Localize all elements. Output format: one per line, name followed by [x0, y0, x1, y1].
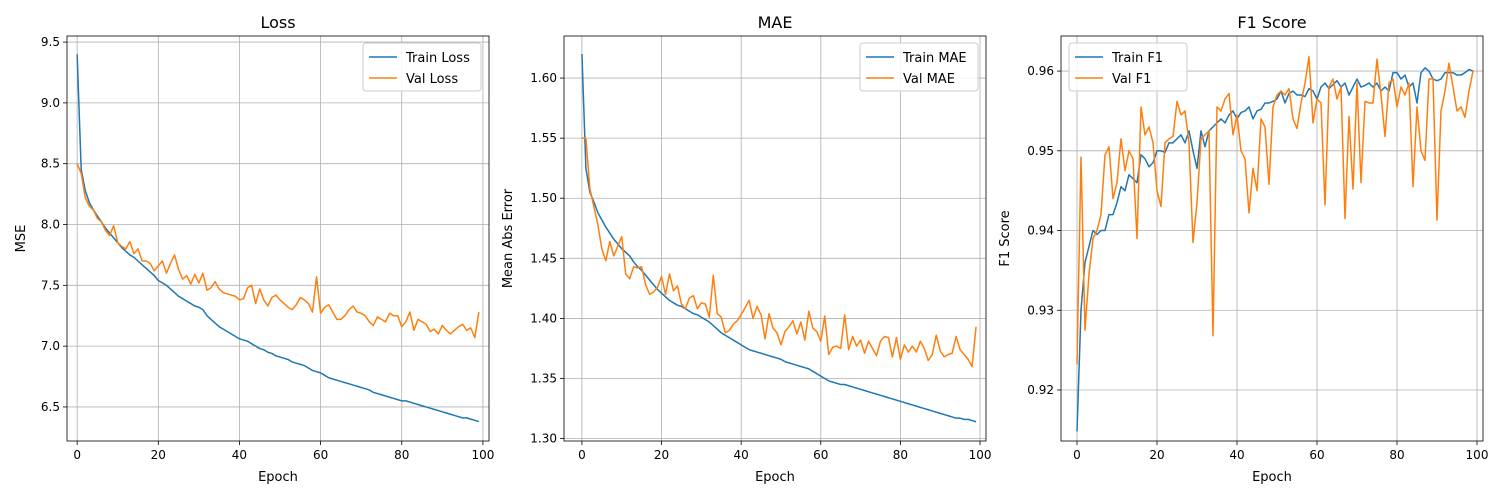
series-line-val-loss [76, 163, 480, 339]
x-tick-label: 60 [813, 448, 828, 462]
legend: Train F1 Val F1 [1068, 42, 1188, 92]
y-tick-label: 8.5 [41, 157, 60, 171]
y-tick-label: 1.40 [530, 311, 557, 325]
y-tick-label: 1.35 [530, 372, 557, 386]
x-tick-label: 100 [1466, 448, 1489, 462]
x-tick-label: 60 [1309, 448, 1324, 462]
axes-frame [1060, 35, 1484, 442]
x-tick-label: 20 [654, 448, 669, 462]
x-tick-label: 80 [893, 448, 908, 462]
x-axis-label: Epoch [258, 470, 298, 485]
y-tick-label: 7.5 [41, 278, 60, 292]
y-tick-label: 0.94 [1027, 224, 1054, 238]
y-tick-label: 0.93 [1027, 303, 1054, 317]
chart-panel-3: 0 20 40 60 80 100 0.92 0.93 0.94 0.95 0.96 F1 Score… [998, 13, 1488, 485]
chart-title: F1 Score [1237, 13, 1306, 32]
x-tick-label: 80 [1389, 448, 1404, 462]
x-axis-label: Epoch [755, 470, 795, 485]
x-tick-label: 0 [1073, 448, 1081, 462]
plot-area [1061, 36, 1483, 441]
series-line-train-mae [581, 54, 977, 423]
x-tick-label: 100 [471, 448, 494, 462]
y-tick-label: 1.60 [530, 71, 557, 85]
y-axis-label: F1 Score [998, 210, 1013, 266]
y-axis-label: MSE [14, 225, 29, 253]
x-tick-label: 20 [1149, 448, 1164, 462]
legend-label: Val F1 [1112, 72, 1151, 87]
y-tick-label: 6.5 [41, 400, 60, 414]
plot-area [67, 36, 489, 441]
y-tick-label: 9.0 [41, 96, 60, 110]
y-tick-label: 1.50 [530, 191, 557, 205]
x-tick-label: 80 [394, 448, 409, 462]
legend-box [1068, 42, 1188, 92]
plot-area [564, 36, 986, 441]
x-tick-label: 20 [151, 448, 166, 462]
x-tick-label: 60 [313, 448, 328, 462]
y-tick-label: 8.0 [41, 218, 60, 232]
chart-panel-2: 0 20 40 60 80 100 1.30 1.35 1.40 1.45 1.50 1.55 1.60… [501, 13, 991, 485]
legend: Train Loss Val Loss [362, 42, 482, 92]
x-tick-label: 40 [1229, 448, 1244, 462]
y-tick-label: 0.92 [1027, 383, 1054, 397]
y-tick-label: 1.45 [530, 251, 557, 265]
x-tick-label: 0 [73, 448, 81, 462]
axes-frame [66, 35, 490, 442]
x-axis-label: Epoch [1252, 470, 1292, 485]
legend-box [362, 42, 482, 92]
axes-frame [563, 35, 987, 442]
y-tick-label: 0.95 [1027, 144, 1054, 158]
chart-title: Loss [260, 13, 295, 32]
y-tick-label: 7.0 [41, 339, 60, 353]
x-tick-label: 100 [969, 448, 992, 462]
y-tick-label: 9.5 [41, 35, 60, 49]
y-axis-label: Mean Abs Error [501, 188, 516, 288]
x-tick-label: 0 [578, 448, 586, 462]
legend: Train MAE Val MAE [859, 42, 979, 92]
legend-label: Val Loss [406, 72, 458, 87]
y-tick-label: 1.55 [530, 131, 557, 145]
legend-box [859, 42, 979, 92]
legend-label: Train F1 [1111, 51, 1163, 66]
legend-label: Val MAE [903, 72, 955, 87]
series-line-val-mae [581, 137, 977, 368]
x-tick-label: 40 [232, 448, 247, 462]
legend-label: Train Loss [405, 51, 470, 66]
y-tick-label: 0.96 [1027, 64, 1054, 78]
chart-title: MAE [758, 13, 793, 32]
chart-panel-1: 0 20 40 60 80 100 6.5 7.0 7.5 8.0 8.5 9.0 9.5 Loss Epo… [14, 13, 494, 485]
legend-label: Train MAE [902, 51, 967, 66]
x-tick-label: 40 [734, 448, 749, 462]
series-line-val-f1 [1076, 55, 1474, 365]
y-tick-label: 1.30 [530, 432, 557, 446]
series-line-train-loss [76, 54, 480, 423]
